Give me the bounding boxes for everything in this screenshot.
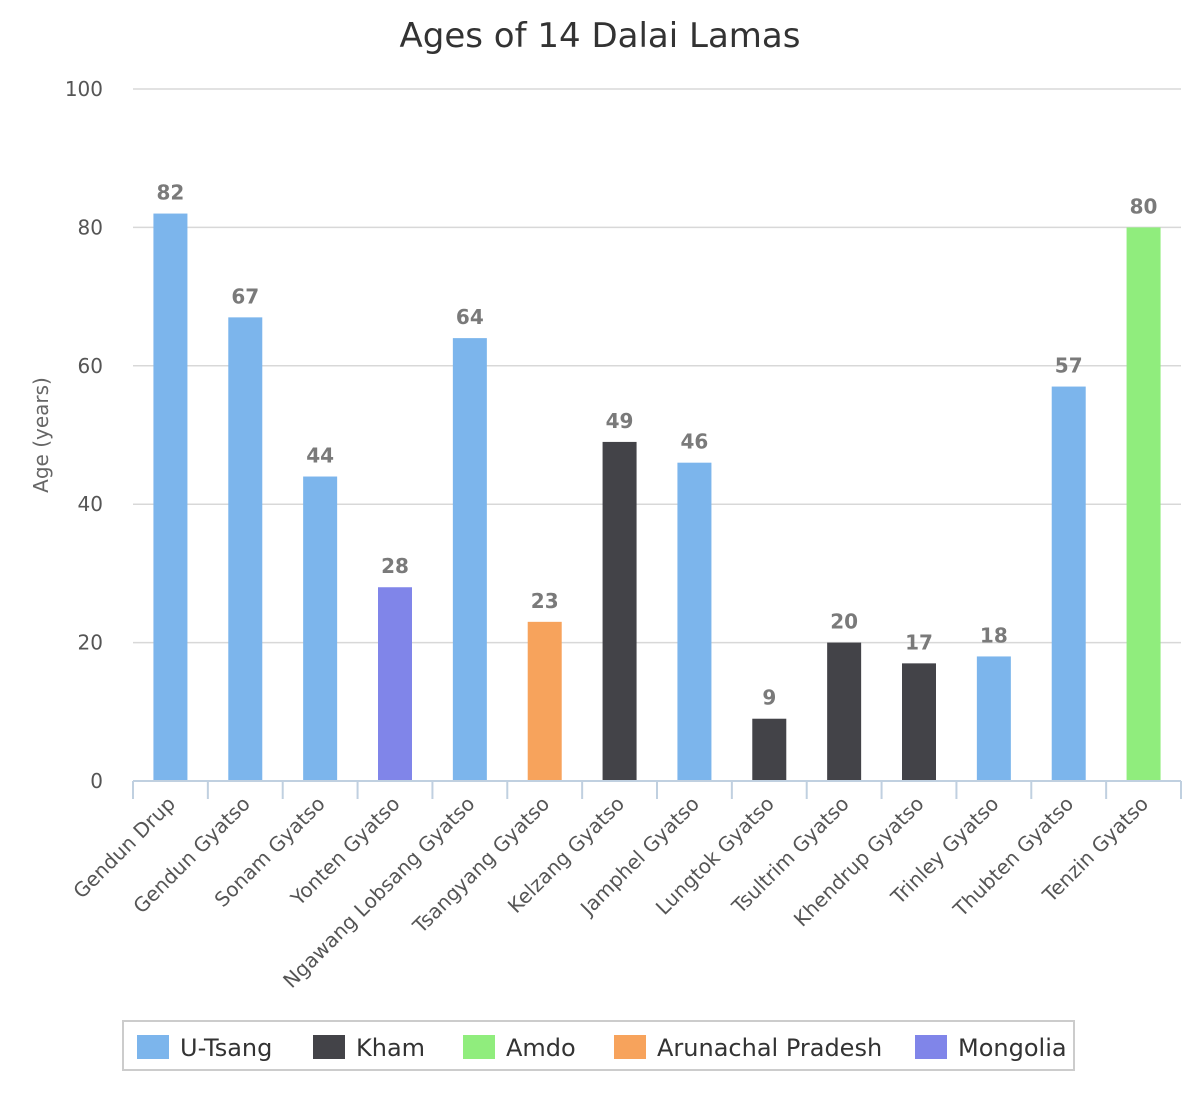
y-tick-label: 20 [78, 631, 103, 655]
legend-item[interactable]: U-Tsang [137, 1034, 272, 1062]
legend-label: Mongolia [958, 1034, 1067, 1062]
bar [303, 476, 338, 781]
legend-label: Kham [356, 1034, 425, 1062]
bar [827, 642, 862, 781]
legend-swatch [313, 1035, 345, 1059]
data-label: 46 [681, 430, 709, 454]
legend-swatch [137, 1035, 169, 1059]
y-axis-label: Age (years) [29, 377, 53, 493]
bar [378, 587, 412, 781]
bar [752, 718, 787, 781]
legend-item[interactable]: Arunachal Pradesh [614, 1034, 882, 1062]
y-tick-label: 60 [78, 354, 103, 378]
x-tick-label: Khendrup Gyatso [789, 792, 929, 932]
data-label: 23 [531, 589, 559, 613]
legend-swatch [614, 1035, 646, 1059]
y-tick-label: 40 [78, 492, 103, 516]
chart-title: Ages of 14 Dalai Lamas [400, 16, 801, 56]
bar [976, 656, 1011, 781]
data-label: 80 [1130, 194, 1158, 218]
y-tick-label: 0 [90, 769, 103, 793]
bar [902, 663, 936, 781]
x-axis [132, 780, 1182, 799]
y-tick-label: 100 [65, 77, 103, 101]
y-axis-ticks: 0 20 40 60 80 100 [65, 77, 103, 793]
bar [1126, 227, 1161, 781]
data-labels: 82 67 44 28 64 23 49 46 9 20 17 18 57 80 [157, 181, 1158, 710]
data-label: 17 [905, 630, 933, 654]
y-tick-label: 80 [78, 215, 103, 239]
legend-swatch [463, 1035, 495, 1059]
data-label: 67 [231, 284, 259, 308]
data-label: 49 [606, 409, 634, 433]
data-label: 57 [1055, 354, 1083, 378]
data-label: 64 [456, 305, 484, 329]
grid-lines [133, 88, 1181, 644]
bar [153, 213, 188, 781]
data-label: 18 [980, 623, 1008, 647]
bar [602, 441, 637, 781]
data-label: 20 [830, 610, 858, 634]
legend: U-Tsang Kham Amdo Arunachal Pradesh Mongolia [122, 1020, 1075, 1071]
legend-item[interactable]: Mongolia [915, 1034, 1067, 1062]
bars [153, 213, 1161, 781]
data-label: 9 [762, 686, 776, 710]
bar [228, 317, 263, 781]
bar [677, 462, 712, 781]
legend-item[interactable]: Amdo [463, 1034, 576, 1062]
data-label: 82 [157, 181, 185, 205]
legend-label: Amdo [506, 1034, 576, 1062]
legend-label: Arunachal Pradesh [657, 1034, 882, 1062]
bar [452, 338, 487, 781]
bar [1051, 386, 1086, 781]
data-label: 44 [306, 444, 334, 468]
bar [527, 621, 562, 781]
legend-label: U-Tsang [180, 1034, 272, 1062]
legend-item[interactable]: Kham [313, 1034, 425, 1062]
x-tick-label: Tsangyang Gyatso [407, 792, 554, 939]
legend-swatch [915, 1035, 947, 1059]
data-label: 28 [381, 554, 409, 578]
